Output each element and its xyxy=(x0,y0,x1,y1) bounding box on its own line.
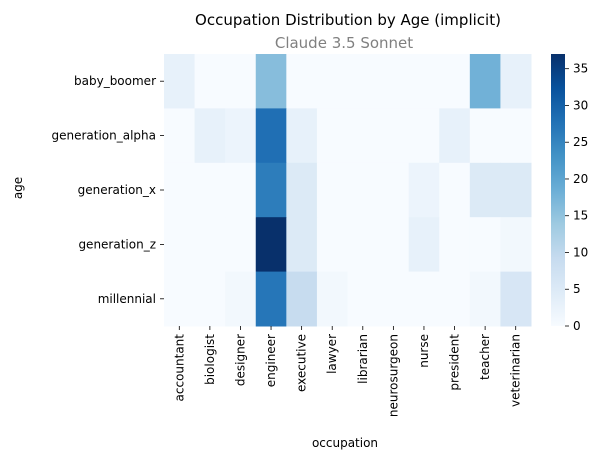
heatmap-cell xyxy=(164,162,196,218)
colorbar-tick-label: 0 xyxy=(573,319,581,333)
x-tick-label: engineer xyxy=(264,334,278,387)
heatmap-cell xyxy=(316,217,348,273)
heatmap-cell xyxy=(500,54,532,109)
y-tick-label: generation_x xyxy=(78,183,156,197)
heatmap-cell xyxy=(439,108,471,164)
heatmap-cell xyxy=(378,217,410,273)
x-tick-label: accountant xyxy=(172,334,186,402)
heatmap-cell xyxy=(500,271,532,327)
heatmap-cell xyxy=(439,54,471,109)
heatmap-cell xyxy=(194,108,226,164)
heatmap-cell xyxy=(347,217,379,273)
y-tick-label: generation_alpha xyxy=(51,129,156,143)
heatmap-cell xyxy=(225,271,257,327)
heatmap-cell xyxy=(347,271,379,327)
x-tick-label: nurse xyxy=(417,334,431,368)
heatmap-cell xyxy=(347,108,379,164)
x-tick-label: biologist xyxy=(203,334,217,385)
colorbar-tick-label: 15 xyxy=(573,209,588,223)
heatmap-cell xyxy=(316,271,348,327)
heatmap-cell xyxy=(408,162,440,218)
heatmap-cell xyxy=(194,162,226,218)
x-tick-label: veterinarian xyxy=(509,334,523,407)
y-tick-label: millennial xyxy=(98,292,156,306)
heatmap-cell xyxy=(164,54,196,109)
heatmap-cell xyxy=(408,54,440,109)
heatmap-cell xyxy=(286,108,318,164)
heatmap-cell xyxy=(439,217,471,273)
heatmap-cell xyxy=(255,271,287,327)
x-tick-label: executive xyxy=(295,334,309,392)
heatmap-cell xyxy=(194,217,226,273)
heatmap-cell xyxy=(194,271,226,327)
heatmap-cell xyxy=(378,108,410,164)
heatmap-cell xyxy=(316,54,348,109)
y-tick-labels: baby_boomer generation_alpha generation_xg… xyxy=(51,74,164,306)
heatmap-cell xyxy=(378,162,410,218)
chart-title: Occupation Distribution by Age (implicit… xyxy=(195,11,501,29)
heatmap-cell xyxy=(286,54,318,109)
heatmap-cell xyxy=(255,54,287,109)
heatmap-cell xyxy=(439,271,471,327)
chart-subtitle: Claude 3.5 Sonnet xyxy=(275,34,413,52)
heatmap-cell xyxy=(469,54,501,109)
heatmap-cell xyxy=(408,217,440,273)
y-tick-label: baby_boomer xyxy=(74,74,156,88)
heatmap-cell xyxy=(408,108,440,164)
heatmap-cell xyxy=(286,217,318,273)
heatmap-cell xyxy=(378,54,410,109)
heatmap-cell xyxy=(225,54,257,109)
heatmap-cell xyxy=(500,108,532,164)
heatmap-cell xyxy=(439,162,471,218)
heatmap-cell xyxy=(194,54,226,109)
colorbar-tick-label: 25 xyxy=(573,135,588,149)
y-axis-label: age xyxy=(11,177,25,199)
heatmap-cell xyxy=(500,162,532,218)
heatmap-cell xyxy=(408,271,440,327)
x-tick-label: lawyer xyxy=(325,334,339,374)
colorbar-tick-label: 5 xyxy=(573,282,581,296)
heatmap-cell xyxy=(164,217,196,273)
heatmap-cells xyxy=(164,54,532,327)
x-tick-label: president xyxy=(448,334,462,391)
colorbar-tick-label: 10 xyxy=(573,245,588,259)
x-tick-label: teacher xyxy=(478,334,492,380)
colorbar-gradient xyxy=(551,54,565,326)
colorbar-tick-label: 30 xyxy=(573,98,588,112)
heatmap-cell xyxy=(286,271,318,327)
heatmap-cell xyxy=(255,217,287,273)
heatmap-cell xyxy=(347,162,379,218)
x-tick-labels: accountant biologist designer engineer execu… xyxy=(172,326,523,417)
colorbar-tick-label: 20 xyxy=(573,172,588,186)
colorbar-tick-label: 35 xyxy=(573,62,588,76)
heatmap-cell xyxy=(469,108,501,164)
x-tick-label: designer xyxy=(233,334,247,386)
heatmap-cell xyxy=(469,217,501,273)
y-tick-label: generation_z xyxy=(78,237,156,251)
heatmap-cell xyxy=(225,162,257,218)
heatmap-cell xyxy=(500,217,532,273)
heatmap-cell xyxy=(164,271,196,327)
x-tick-label: librarian xyxy=(356,334,370,384)
heatmap-cell xyxy=(225,217,257,273)
heatmap-cell xyxy=(469,162,501,218)
heatmap-cell xyxy=(255,108,287,164)
heatmap-cell xyxy=(255,162,287,218)
heatmap-cell xyxy=(469,271,501,327)
heatmap-cell xyxy=(378,271,410,327)
heatmap-cell xyxy=(316,162,348,218)
heatmap-cell xyxy=(347,54,379,109)
heatmap-cell xyxy=(225,108,257,164)
colorbar: 0 5 10 15 20 25 30 35 xyxy=(551,54,588,333)
x-tick-label: neurosurgeon xyxy=(386,334,400,417)
heatmap-cell xyxy=(164,108,196,164)
heatmap-cell xyxy=(286,162,318,218)
heatmap-cell xyxy=(316,108,348,164)
x-axis-label: occupation xyxy=(312,436,378,450)
